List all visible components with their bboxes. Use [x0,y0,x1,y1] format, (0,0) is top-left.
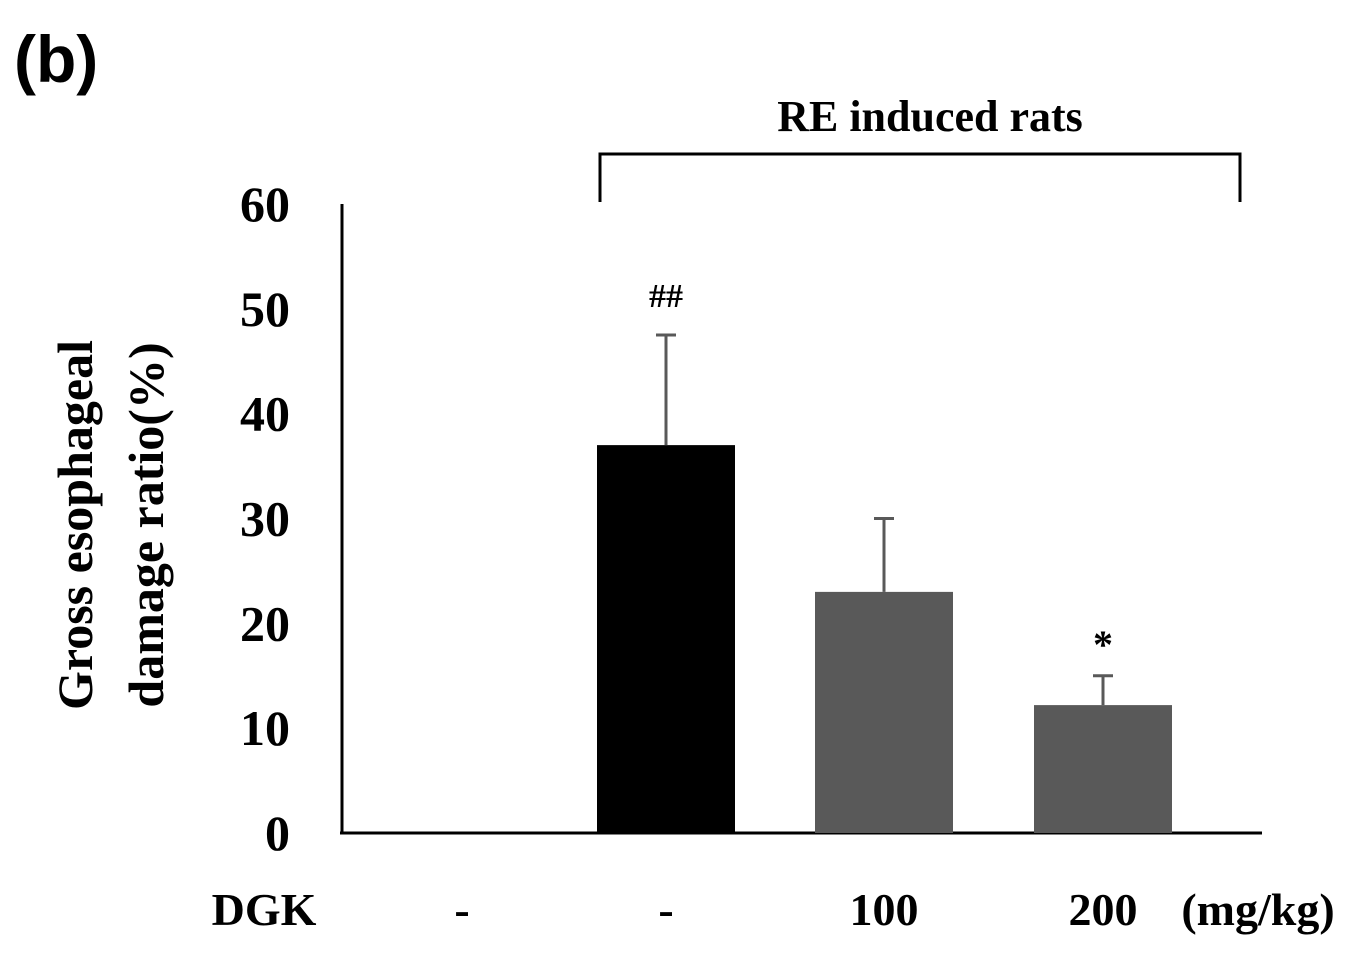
bracket-label: RE induced rats [777,92,1083,141]
y-axis-label-line1: Gross esophageal [47,340,103,710]
y-tick-label: 0 [265,805,290,861]
y-tick-label: 50 [240,281,290,337]
row-label-dgk: DGK [212,884,317,935]
y-axis-label-line2: damage ratio(%) [118,342,174,707]
plot-area: 0 10 20 30 40 50 60 - ## - 100 * 200 [240,152,1262,935]
bar-2 [815,591,953,833]
x-category-label-2: 100 [850,884,919,935]
y-tick-label: 20 [240,595,290,651]
significance-marker-1: ## [649,278,683,315]
group-bracket [598,152,1242,202]
y-tick-label: 40 [240,386,290,442]
y-tick-label: 60 [240,176,290,232]
y-tick-label: 10 [240,700,290,756]
x-category-label-0: - [454,884,469,935]
significance-marker-3: * [1093,622,1113,667]
bar-3 [1034,705,1172,833]
unit-label: (mg/kg) [1181,884,1334,935]
bar-1 [597,445,735,833]
panel-label: (b) [14,22,98,96]
x-category-label-3: 200 [1069,884,1138,935]
x-category-label-1: - [658,884,673,935]
y-tick-label: 30 [240,491,290,547]
